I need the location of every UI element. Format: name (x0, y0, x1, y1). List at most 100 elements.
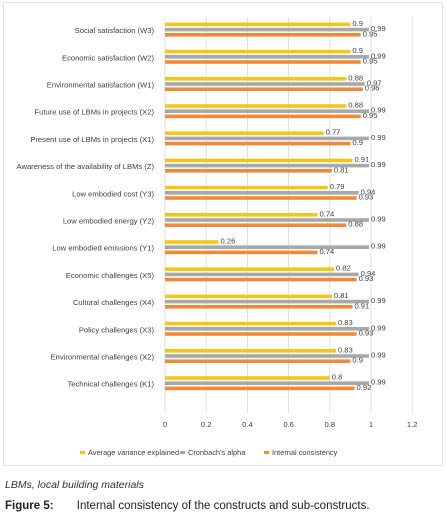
footnote: LBMs, local building materials (5, 479, 144, 491)
data-label: 0.9 (352, 138, 363, 147)
bar (165, 131, 324, 135)
category-label: Low embodied emissions (Y1) (52, 244, 154, 253)
bar (165, 294, 332, 299)
data-label: 0.88 (348, 220, 363, 229)
data-label: 0.26 (221, 237, 236, 246)
data-label: 0.99 (371, 296, 386, 305)
data-label: 0.82 (336, 264, 351, 273)
bar (165, 158, 353, 163)
category-label: Social satisfaction (W3) (75, 26, 155, 35)
bar (165, 87, 363, 91)
data-label: 0.99 (371, 51, 386, 60)
bar (165, 55, 369, 59)
x-tick-label: 0.2 (201, 420, 212, 429)
data-label: 0.99 (371, 24, 386, 33)
bar (165, 22, 351, 27)
data-label: 0.9 (352, 19, 363, 28)
category-label: Cultural challenges (X4) (73, 298, 155, 307)
bar (165, 163, 369, 168)
category-label: Awareness of the availability of LBMs (Z… (17, 162, 155, 171)
data-label: 0.97 (367, 79, 382, 88)
x-tick-label: 0.4 (242, 420, 253, 429)
category-label: Future use of LBMs in projects (X2) (35, 108, 155, 117)
data-label: 0.99 (371, 133, 386, 142)
category-label: Policy challenges (X3) (79, 325, 155, 334)
legend-swatch (264, 451, 269, 454)
data-label: 0.81 (334, 291, 349, 300)
figure-caption: Figure 5: Internal consistency of the co… (5, 500, 370, 512)
category-label: Environmental satisfaction (W1) (47, 81, 155, 90)
data-label: 0.88 (348, 73, 363, 82)
x-tick-label: 0.6 (283, 420, 294, 429)
legend-entry: Cronbach’s alpha (188, 448, 246, 457)
bar (165, 376, 330, 380)
data-label: 0.99 (371, 215, 386, 224)
bar (165, 381, 369, 385)
data-label: 0.93 (359, 274, 374, 283)
data-label: 0.79 (330, 182, 345, 191)
data-label: 0.96 (365, 84, 380, 93)
category-label: Low embodied cost (Y3) (72, 189, 154, 198)
data-label: 0.74 (319, 247, 334, 256)
bar (165, 218, 369, 222)
bar (165, 49, 351, 54)
data-label: 0.99 (371, 323, 386, 332)
data-label: 0.94 (361, 269, 376, 278)
data-label: 0.99 (371, 106, 386, 115)
bar (165, 240, 219, 244)
data-label: 0.74 (319, 209, 334, 218)
bar (165, 169, 332, 173)
data-label: 0.77 (326, 128, 341, 137)
data-label: 0.88 (348, 101, 363, 110)
data-label: 0.94 (361, 187, 376, 196)
data-label: 0.92 (357, 383, 372, 392)
caption-text: Internal consistency of the constructs a… (76, 500, 370, 512)
caption-label: Figure 5: (5, 500, 54, 512)
data-label: 0.99 (371, 378, 386, 387)
bar (165, 359, 351, 363)
data-label: 0.95 (363, 29, 378, 38)
data-label: 0.93 (359, 329, 374, 338)
data-label: 0.93 (359, 193, 374, 202)
bar (165, 27, 369, 32)
x-tick-label: 0.8 (325, 420, 336, 429)
x-tick-label: 1.2 (407, 420, 418, 429)
bar (165, 349, 336, 353)
bar (165, 321, 336, 326)
data-label: 0.99 (371, 242, 386, 251)
data-label: 0.81 (334, 165, 349, 174)
data-label: 0.91 (354, 301, 369, 310)
bar (165, 104, 347, 108)
bar (165, 109, 369, 113)
category-label: Economic satisfaction (W2) (62, 53, 154, 62)
data-label: 0.91 (354, 155, 369, 164)
data-label: 0.99 (371, 160, 386, 169)
x-tick-label: 0 (163, 420, 167, 429)
data-label: 0.9 (352, 46, 363, 55)
data-label: 0.83 (338, 318, 353, 327)
category-label: Technical challenges (K1) (67, 380, 154, 389)
bar (165, 77, 347, 81)
legend-entry: Average variance explained (88, 448, 179, 457)
bar (165, 141, 351, 146)
bar (165, 223, 347, 227)
bar (165, 185, 328, 190)
bar (165, 386, 355, 391)
bar (165, 272, 359, 277)
data-label: 0.9 (352, 356, 363, 365)
category-label: Economic challenges (X5) (66, 271, 155, 280)
bar (165, 299, 369, 304)
data-label: 0.99 (371, 351, 386, 360)
data-label: 0.95 (363, 57, 378, 66)
bar (165, 332, 357, 336)
bar (165, 327, 369, 331)
chart-frame: 0 0.2 0.4 0.6 0.8 1 1.2 Social satisfaction (W3… (3, 2, 443, 466)
legend-swatch (180, 451, 185, 454)
bar (165, 267, 334, 271)
bar (165, 245, 369, 249)
legend-swatch (80, 451, 85, 454)
bar (165, 191, 359, 195)
bar (165, 305, 353, 309)
x-tick-label: 1 (369, 420, 373, 429)
bar (165, 196, 357, 200)
